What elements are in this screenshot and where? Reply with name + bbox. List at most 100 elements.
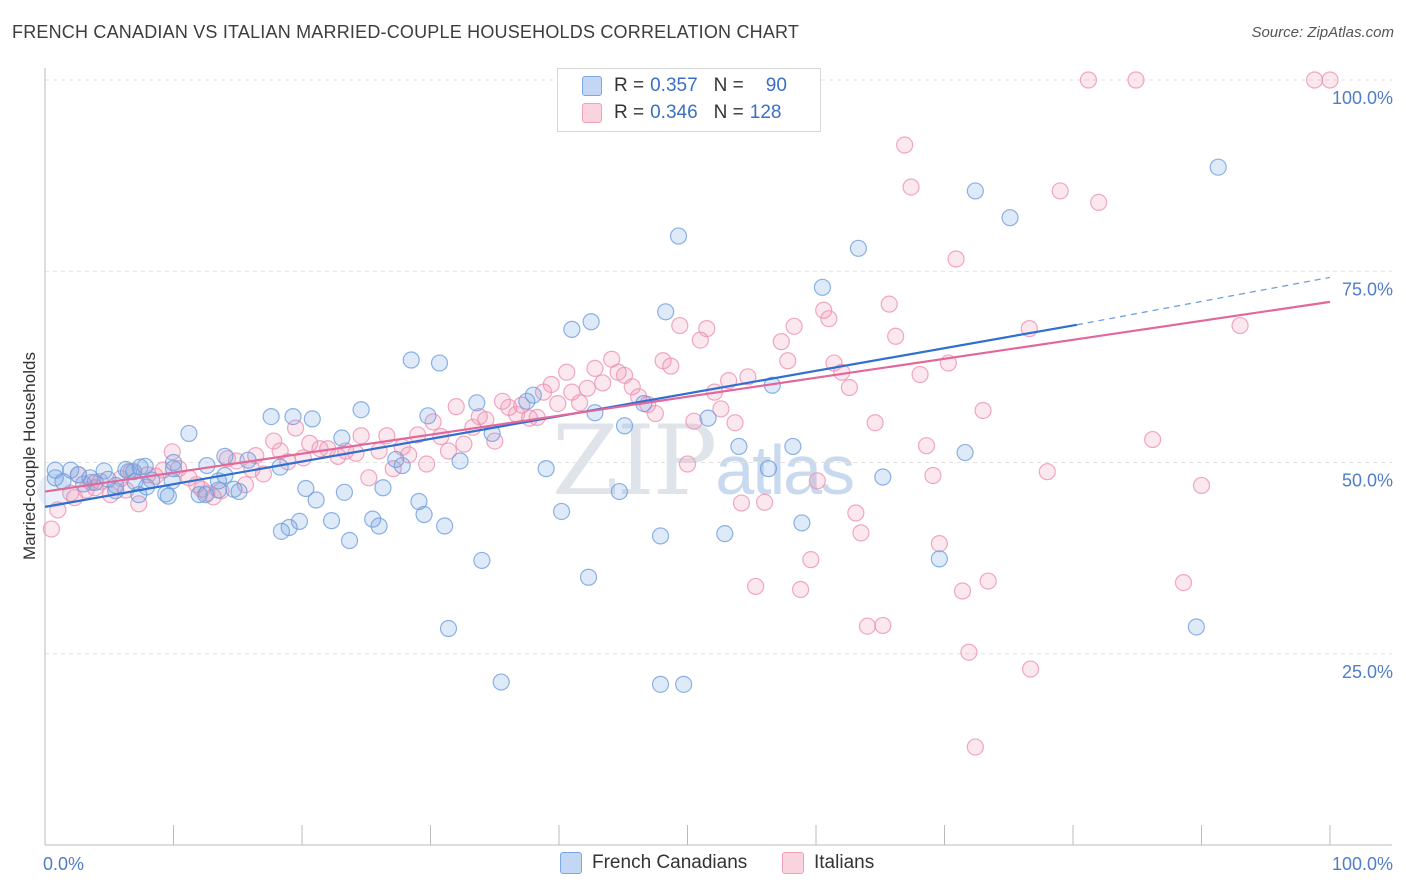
watermark-zip: ZIP [552, 405, 717, 517]
data-point [866, 414, 884, 432]
data-point [524, 386, 542, 404]
data-point [820, 310, 838, 328]
data-point [852, 524, 870, 542]
data-point [451, 452, 469, 470]
data-point [558, 363, 576, 381]
data-point [930, 534, 948, 553]
watermark: ZIPatlas [552, 405, 855, 517]
data-point [352, 427, 370, 445]
legend-n-label: N = [713, 102, 744, 123]
legend-r-value: 0.346 [650, 102, 698, 123]
data-point [947, 250, 965, 268]
data-point [887, 327, 905, 345]
data-point [1001, 209, 1019, 227]
data-point [439, 619, 458, 638]
y-tick-label: 25.0% [1342, 662, 1393, 682]
data-point [785, 317, 803, 335]
data-point [198, 456, 216, 475]
data-point [360, 469, 378, 487]
italians-points [42, 71, 1339, 756]
data-point [578, 379, 596, 397]
data-point [322, 512, 341, 530]
data-point [930, 550, 948, 568]
data-point [784, 437, 802, 456]
data-point [813, 278, 832, 296]
data-point [669, 227, 688, 245]
data-point [610, 482, 628, 501]
data-point [549, 394, 567, 413]
bottom-legend-french-canadians: French Canadians [560, 852, 747, 874]
trend-line-italians [44, 300, 1331, 493]
data-point [374, 479, 392, 497]
bottom-legend-italians: Italians [782, 852, 874, 874]
data-point [468, 394, 486, 412]
data-point [518, 392, 536, 410]
data-point [1021, 660, 1040, 678]
data-point [537, 460, 555, 478]
data-point [301, 434, 319, 452]
data-point [874, 616, 892, 635]
data-point [808, 472, 826, 490]
data-point [197, 486, 215, 504]
data-point [180, 424, 198, 443]
data-point [493, 392, 512, 410]
legend-r-label: R = [614, 75, 645, 96]
data-point [793, 514, 811, 532]
data-point [419, 407, 437, 425]
data-point [272, 522, 291, 540]
data-point [858, 617, 877, 635]
data-point [190, 486, 208, 504]
data-point [579, 568, 598, 586]
data-point [265, 432, 283, 450]
data-point [95, 462, 113, 480]
data-point [1127, 71, 1145, 89]
data-point [297, 479, 315, 498]
data-point [340, 531, 359, 550]
data-point [164, 453, 183, 472]
source-label: Source: ZipAtlas.com [1251, 24, 1394, 41]
data-point [563, 320, 581, 338]
data-point [917, 437, 936, 455]
data-point [960, 643, 978, 661]
data-point [1321, 71, 1339, 89]
french-canadians-points [36, 158, 1227, 693]
data-point [430, 354, 449, 372]
bottom-legend-label: Italians [814, 852, 875, 873]
data-point [290, 512, 309, 531]
data-point [447, 398, 465, 416]
trend-lines [44, 276, 1331, 508]
data-point [802, 551, 820, 569]
y-tick-label: 100.0% [1332, 88, 1393, 108]
data-point [671, 316, 689, 335]
data-point [280, 518, 298, 537]
data-point [966, 182, 984, 200]
legend-r-value: 0.357 [650, 75, 698, 96]
legend-n-value: 90 [765, 75, 787, 96]
data-point [216, 447, 234, 465]
gridlines [45, 79, 1392, 655]
data-point [678, 455, 697, 473]
data-point [131, 458, 149, 476]
y-tick-label: 50.0% [1342, 471, 1393, 491]
data-point [586, 359, 604, 378]
data-point [387, 450, 405, 469]
axis-labels: 25.0% 50.0% 75.0% 100.0% 0.0% 100.0% Married-c… [20, 88, 1393, 874]
y-tick-label: 75.0% [1342, 279, 1393, 299]
data-point [1079, 71, 1098, 89]
data-point [410, 492, 428, 511]
data-point [615, 417, 634, 435]
x-tick-label: 0.0% [43, 854, 84, 874]
bottom-legend-swatch-italians [782, 852, 804, 874]
chart-title: FRENCH CANADIAN VS ITALIAN MARRIED-COUPL… [12, 22, 800, 42]
legend-n-value: 128 [749, 102, 782, 123]
x-tick-label: 100.0% [1332, 854, 1393, 874]
data-point [335, 483, 354, 501]
data-point [400, 446, 418, 464]
legend-swatch-french-canadians [582, 76, 602, 96]
data-point [840, 378, 859, 397]
data-point [402, 351, 420, 369]
data-point [685, 412, 703, 430]
data-point [136, 457, 154, 475]
data-point [902, 178, 920, 196]
data-point [815, 301, 833, 319]
